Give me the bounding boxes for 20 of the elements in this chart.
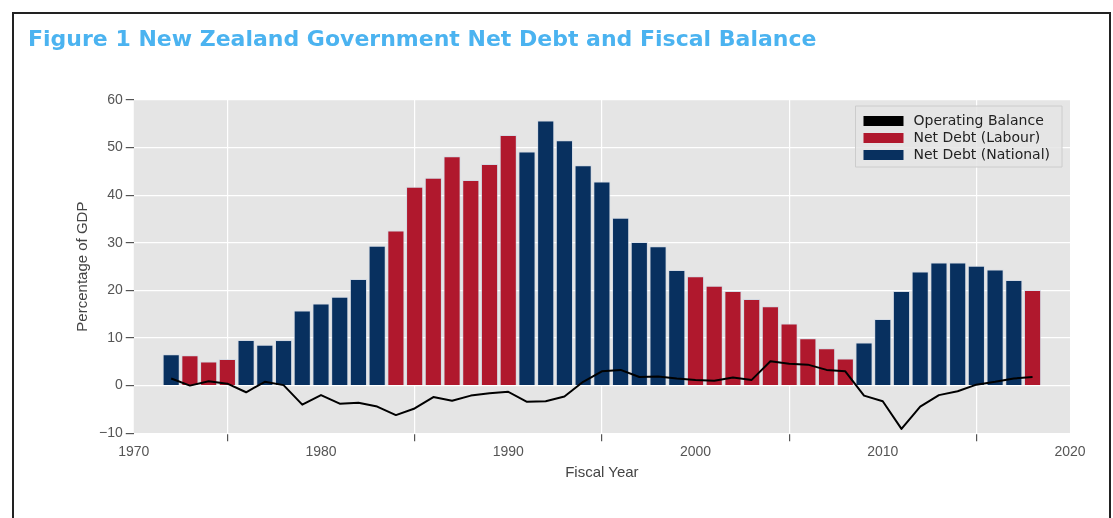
legend-label: Net Debt (Labour) [913, 128, 1041, 145]
legend-label: Net Debt (National) [913, 145, 1051, 162]
y-tick-label: 20 [107, 281, 123, 298]
x-tick-label: 2010 [867, 443, 899, 460]
x-tick-label: 2000 [679, 443, 712, 460]
y-tick-label: 0 [114, 376, 123, 393]
chart-title: Figure 1 New Zealand Government Net Debt and Fiscal Balance [28, 26, 817, 51]
y-tick-label: 60 [107, 90, 123, 107]
x-tick-label: 2020 [1054, 443, 1086, 460]
y-tick-label: 40 [107, 186, 123, 203]
y-tick-label: 30 [107, 233, 123, 250]
y-axis-title: Percentage of GDP [73, 201, 91, 332]
x-tick-label: 1990 [492, 443, 525, 460]
x-tick-label: 1970 [118, 443, 150, 460]
x-tick-label: 1980 [305, 443, 337, 460]
y-tick-label: −10 [99, 424, 123, 441]
y-tick-label: 10 [107, 328, 123, 345]
legend-label: Operating Balance [913, 111, 1044, 128]
x-axis-title: Fiscal Year [565, 463, 639, 481]
y-tick-label: 50 [107, 138, 123, 155]
